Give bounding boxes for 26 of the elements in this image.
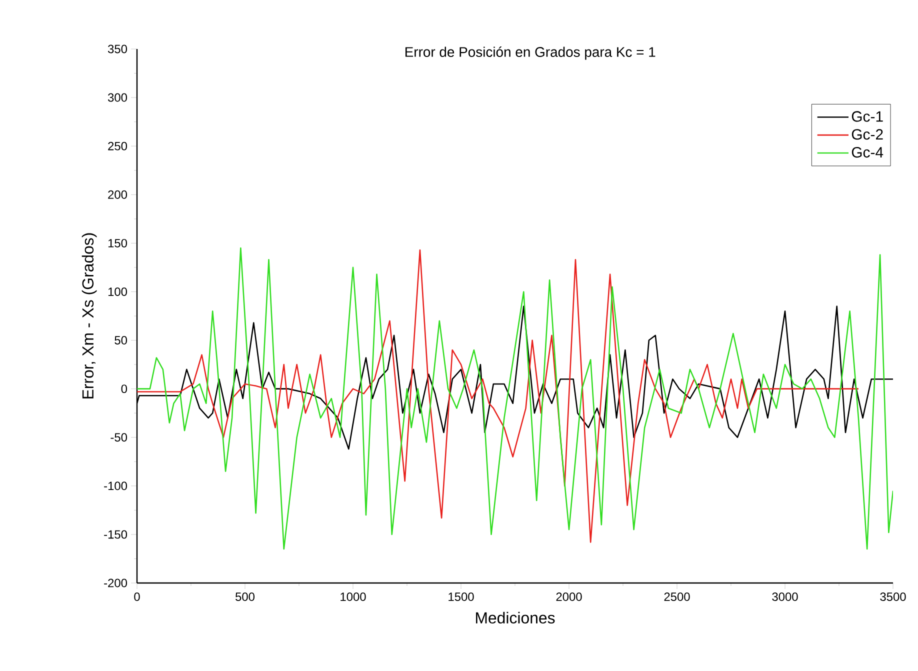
x-tick-label: 2500 [664,592,690,601]
x-tick-label: 500 [236,592,255,601]
chart-title: Error de Posición en Grados para Kc = 1 [405,46,656,60]
legend-label: Gc-4 [852,147,884,158]
y-tick-label: 250 [108,142,128,150]
y-tick-label: 50 [114,336,128,344]
x-tick-label: 1500 [448,592,474,601]
y-axis-title: Error, Xm - Xs (Grados) [82,233,97,398]
legend-label: Gc-2 [852,129,883,140]
y-tick-label: 100 [108,287,128,296]
y-tick-label: 150 [108,238,128,248]
x-tick-label: 2000 [556,592,582,601]
y-tick-label: -100 [104,482,128,490]
y-tick-label: -150 [104,530,128,539]
x-tick-label: 3500 [880,592,906,601]
y-tick-label: -200 [104,578,128,588]
y-tick-label: 0 [121,384,128,394]
y-tick-label: 200 [108,190,128,199]
x-tick-label: 0 [134,592,140,601]
y-tick-label: -50 [110,433,128,442]
y-tick-label: 350 [108,44,128,54]
x-tick-label: 1000 [340,592,366,601]
y-tick-label: 300 [108,93,128,102]
x-tick-label: 3000 [772,592,798,601]
legend-label: Gc-1 [852,111,883,122]
x-axis-title: Mediciones [476,612,555,624]
